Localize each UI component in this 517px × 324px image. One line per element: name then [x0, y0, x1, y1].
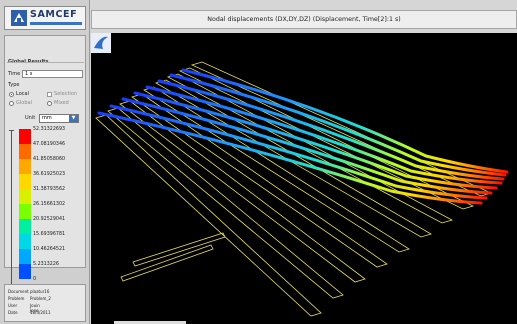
group-divider	[7, 62, 84, 63]
bottom-tab[interactable]	[114, 321, 186, 324]
radio-mixed[interactable]: Mixed	[47, 100, 69, 106]
legend-row: 36.61925023	[19, 172, 89, 189]
info-value: Jouin Jone	[30, 303, 40, 313]
info-label: User	[8, 303, 18, 308]
legend-row: 10.46264521	[19, 247, 89, 264]
legend-value: 41.85058060	[33, 157, 66, 162]
legend-value: 47.08190346	[33, 142, 66, 147]
chevron-down-icon[interactable]: ▼	[69, 115, 78, 122]
logo-bar	[30, 22, 82, 25]
radio-global-label: Global	[16, 100, 32, 106]
unit-select[interactable]: mm ▼	[39, 114, 79, 123]
info-row: Problem Problem_2	[8, 296, 51, 301]
legend-row: 31.38793562	[19, 187, 89, 204]
radio-local-icon[interactable]	[9, 91, 14, 97]
radio-global-icon[interactable]	[9, 100, 14, 106]
legend-swatch	[19, 129, 31, 144]
samcef-mark-icon	[11, 10, 27, 26]
legend-row: 26.15661302	[19, 202, 89, 219]
checkbox-selection-icon[interactable]	[47, 91, 52, 97]
unit-value: mm	[42, 115, 52, 121]
type-label: Type	[8, 82, 20, 88]
legend-row: 15.69396781	[19, 232, 89, 249]
info-value: 18/4/2011	[30, 310, 51, 315]
legend-swatch	[19, 144, 31, 159]
legend-value: 10.46264521	[33, 247, 66, 252]
legend-row: 0	[19, 277, 89, 294]
color-legend: 52.31322693 47.08190346 41.85058060 36.6…	[19, 127, 89, 294]
legend-swatch	[19, 249, 31, 264]
view-title: Nodal displacements (DX,DY,DZ) (Displace…	[91, 10, 517, 29]
legend-value: 52.31322693	[33, 127, 66, 132]
info-row: Document plaatur16	[8, 289, 49, 294]
legend-swatch	[19, 174, 31, 189]
time-label: Time	[8, 71, 21, 77]
logo-text: SAMCEF	[30, 9, 78, 20]
legend-row: 41.85058060	[19, 157, 89, 174]
radio-local[interactable]: Local	[9, 91, 29, 97]
legend-value: 5.2313226	[33, 262, 59, 267]
legend-swatch	[19, 204, 31, 219]
info-value: plaatur16	[30, 289, 50, 294]
legend-value: 0	[33, 277, 37, 282]
info-row: Date 18/4/2011	[8, 310, 51, 315]
left-panel: SAMCEF Global Results Time 1 s Type Loca…	[0, 0, 90, 324]
radio-mixed-label: Mixed	[54, 100, 69, 106]
legend-row: 20.92529041	[19, 217, 89, 234]
mesh-render	[95, 61, 509, 317]
checkbox-selection-label: Selection	[54, 91, 78, 97]
legend-scale-line	[11, 130, 12, 290]
3d-viewport[interactable]	[91, 33, 517, 324]
legend-row: 52.31322693	[19, 127, 89, 144]
legend-value: 15.69396781	[33, 232, 66, 237]
info-row: User Jouin Jone	[8, 303, 40, 313]
deformed-mesh	[97, 68, 509, 205]
radio-global[interactable]: Global	[9, 100, 32, 106]
time-input[interactable]: 1 s	[22, 70, 83, 78]
samcef-logo: SAMCEF	[4, 6, 86, 30]
legend-row: 5.2313226	[19, 262, 89, 279]
legend-scale-cap-top	[9, 130, 14, 131]
radio-mixed-icon[interactable]	[47, 100, 52, 106]
legend-row: 47.08190346	[19, 142, 89, 159]
document-info: Document plaatur16 Problem Problem_2 Use…	[4, 284, 86, 322]
info-label: Date	[8, 310, 18, 315]
legend-swatch	[19, 234, 31, 249]
undeformed-mesh	[95, 61, 493, 317]
legend-swatch	[19, 264, 31, 279]
legend-value: 20.92529041	[33, 217, 66, 222]
info-label: Document	[8, 289, 29, 294]
legend-swatch	[19, 189, 31, 204]
legend-value: 26.15661302	[33, 202, 66, 207]
info-label: Problem	[8, 296, 25, 301]
legend-swatch	[19, 219, 31, 234]
checkbox-selection[interactable]: Selection	[47, 91, 77, 97]
radio-local-label: Local	[16, 91, 29, 97]
info-value: Problem_2	[30, 296, 51, 301]
legend-value: 31.38793562	[33, 187, 66, 192]
samcef-corner-icon	[91, 33, 111, 53]
legend-value: 36.61925023	[33, 172, 66, 177]
legend-swatch	[19, 159, 31, 174]
unit-label: Unit	[25, 115, 36, 121]
global-results-panel: Global Results Time 1 s Type Local Selec…	[4, 35, 86, 290]
